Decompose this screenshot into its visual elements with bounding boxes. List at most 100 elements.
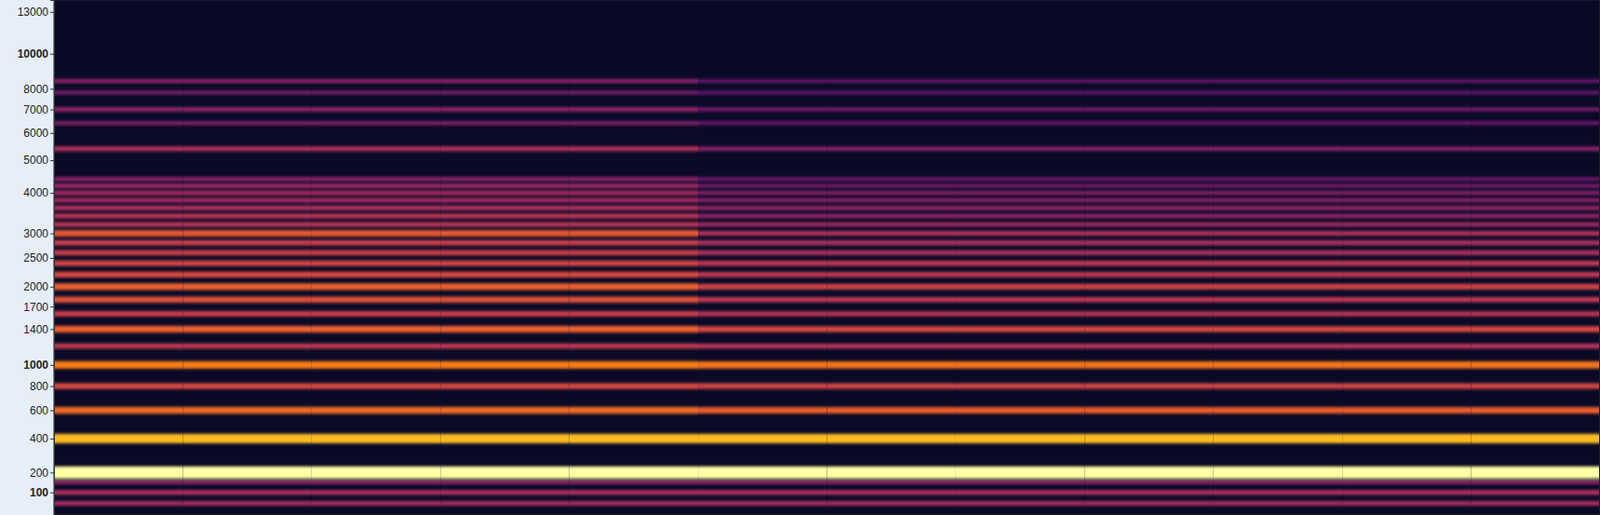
spectrogram-cell xyxy=(53,500,183,506)
spectrogram-cell xyxy=(698,466,827,479)
spectrogram-cell xyxy=(440,198,569,203)
spectrogram-cell xyxy=(1342,190,1471,195)
spectrogram-cell xyxy=(698,489,827,495)
spectrogram-cell xyxy=(1084,433,1213,444)
spectrogram-cell xyxy=(53,295,183,303)
spectrogram-cell xyxy=(569,489,699,495)
y-tick-mark xyxy=(50,386,54,388)
spectrogram-cell xyxy=(53,433,183,444)
spectrogram-cell xyxy=(569,260,699,267)
spectrogram-cell xyxy=(698,79,827,83)
spectrogram-cell xyxy=(698,296,827,303)
spectrogram-cell xyxy=(53,90,183,95)
spectrogram-cell xyxy=(827,383,956,390)
spectrogram-cell xyxy=(1084,214,1213,219)
spectrogram-cell xyxy=(1213,176,1343,181)
spectrogram-cell xyxy=(955,479,1085,485)
y-tick-label: 7000 xyxy=(23,103,49,117)
spectrogram-cell xyxy=(182,489,311,495)
spectrogram-cell xyxy=(569,295,699,303)
spectrogram-cell xyxy=(440,406,569,414)
spectrogram-cell xyxy=(1084,466,1213,479)
y-tick: 1000 xyxy=(23,358,54,372)
spectrogram-cell xyxy=(182,343,311,350)
spectrogram-cell xyxy=(569,190,699,196)
spectrogram-cell xyxy=(182,90,311,95)
spectrogram-cell xyxy=(955,361,1085,369)
spectrogram-cell xyxy=(53,466,183,479)
spectrogram-cell xyxy=(53,406,183,414)
spectrogram-cell xyxy=(1084,271,1213,278)
spectrogram-cell xyxy=(440,479,569,485)
y-tick-label: 2500 xyxy=(23,251,49,265)
spectrogram-cell xyxy=(1342,147,1471,151)
spectrogram-cell xyxy=(1084,222,1213,228)
spectrogram-cell xyxy=(53,221,183,227)
spectrogram-cell xyxy=(53,229,183,237)
spectrogram-cell xyxy=(53,310,183,317)
spectrogram-cell xyxy=(182,240,311,246)
spectrogram-cell xyxy=(311,107,441,112)
spectrogram-cell xyxy=(311,343,441,350)
spectrogram-cell xyxy=(1471,91,1600,95)
spectrogram-cell xyxy=(1213,325,1343,332)
spectrogram-cell xyxy=(569,183,699,189)
y-tick: 600 xyxy=(29,403,54,417)
spectrogram-cell xyxy=(1084,383,1213,390)
spectrogram-cell xyxy=(1471,183,1600,188)
spectrogram-cell xyxy=(1342,361,1471,369)
spectrogram-cell xyxy=(440,489,569,495)
spectrogram-cell xyxy=(440,190,569,196)
spectrogram-cell xyxy=(569,198,699,203)
spectrogram-cell xyxy=(53,249,183,256)
spectrogram-cell xyxy=(1213,466,1343,479)
spectrogram-cell xyxy=(955,433,1085,444)
spectrogram-cell xyxy=(311,79,441,83)
spectrogram-cell xyxy=(1213,271,1343,278)
spectrogram-cell xyxy=(1084,107,1213,111)
spectrogram-cell xyxy=(698,183,827,188)
spectrogram-cell xyxy=(440,361,569,369)
spectrogram-cell xyxy=(1213,240,1343,245)
spectrogram-cell xyxy=(955,310,1085,316)
spectrogram-cell xyxy=(1213,230,1343,236)
spectrogram-cell xyxy=(827,479,956,485)
spectrogram-cell xyxy=(1471,205,1600,211)
spectrogram-cell xyxy=(827,406,956,414)
spectrogram-cell xyxy=(53,489,183,495)
spectrogram-cell xyxy=(1471,176,1600,181)
spectrogram-cell xyxy=(53,190,183,196)
y-tick-label: 200 xyxy=(29,466,49,480)
y-tick: 200 xyxy=(29,466,54,480)
spectrogram-cell xyxy=(182,406,311,414)
spectrogram-cell xyxy=(53,213,183,218)
spectrogram-cell xyxy=(955,183,1085,188)
spectrogram-cell xyxy=(955,198,1085,202)
spectrogram-cell xyxy=(440,79,569,83)
spectrogram-cell xyxy=(1471,250,1600,256)
spectrogram-cell xyxy=(182,271,311,278)
spectrogram-cell xyxy=(1342,500,1471,506)
spectrogram-cell xyxy=(1471,325,1600,332)
spectrogram-cell xyxy=(311,260,441,267)
spectrogram-cell xyxy=(1084,205,1213,211)
spectrogram-cell xyxy=(1213,343,1343,349)
spectrogram-cell xyxy=(569,121,699,125)
spectrogram-cell xyxy=(1471,489,1600,495)
spectrogram-cell xyxy=(1084,489,1213,495)
y-tick: 13000 xyxy=(17,5,54,19)
plot-area xyxy=(53,0,1600,515)
spectrogram-cell xyxy=(698,198,827,202)
spectrogram-cell xyxy=(182,500,311,506)
spectrogram-cell xyxy=(1471,198,1600,202)
spectrogram-cell xyxy=(1213,91,1343,95)
spectrogram-cell xyxy=(440,176,569,181)
y-tick-label: 1700 xyxy=(23,300,49,314)
spectrogram-cell xyxy=(182,466,311,479)
y-tick: 1400 xyxy=(23,322,54,337)
spectrogram-cell xyxy=(1471,466,1600,479)
spectrogram-cell xyxy=(827,176,956,181)
spectrogram-cell xyxy=(827,310,956,316)
y-tick-mark xyxy=(50,133,54,135)
spectrogram-cell xyxy=(182,79,311,83)
